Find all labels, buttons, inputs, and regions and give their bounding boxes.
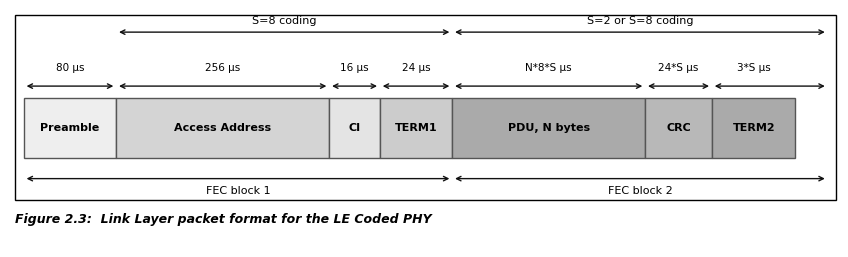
Bar	[452, 98, 645, 158]
Text: Figure 2.3:  Link Layer packet format for the LE Coded PHY: Figure 2.3: Link Layer packet format for…	[15, 213, 432, 226]
Bar	[711, 98, 795, 158]
Text: 16 μs: 16 μs	[340, 63, 369, 73]
Text: 80 μs: 80 μs	[56, 63, 84, 73]
Text: 256 μs: 256 μs	[205, 63, 240, 73]
Text: Access Address: Access Address	[174, 123, 271, 133]
Text: CRC: CRC	[667, 123, 691, 133]
Text: TERM2: TERM2	[733, 123, 775, 133]
Text: 24*S μs: 24*S μs	[658, 63, 699, 73]
Text: 3*S μs: 3*S μs	[737, 63, 771, 73]
Text: CI: CI	[349, 123, 360, 133]
Text: PDU, N bytes: PDU, N bytes	[508, 123, 589, 133]
Text: TERM1: TERM1	[394, 123, 438, 133]
Bar	[116, 98, 329, 158]
Text: Preamble: Preamble	[41, 123, 99, 133]
Bar	[380, 98, 452, 158]
Bar	[15, 15, 836, 200]
Text: FEC block 2: FEC block 2	[607, 187, 672, 196]
Bar	[645, 98, 711, 158]
Text: S=8 coding: S=8 coding	[252, 16, 316, 25]
Text: S=2 or S=8 coding: S=2 or S=8 coding	[587, 16, 693, 25]
Text: N*8*S μs: N*8*S μs	[526, 63, 572, 73]
Text: FEC block 1: FEC block 1	[206, 187, 271, 196]
Text: 24 μs: 24 μs	[402, 63, 431, 73]
Bar	[24, 98, 116, 158]
Bar	[329, 98, 380, 158]
